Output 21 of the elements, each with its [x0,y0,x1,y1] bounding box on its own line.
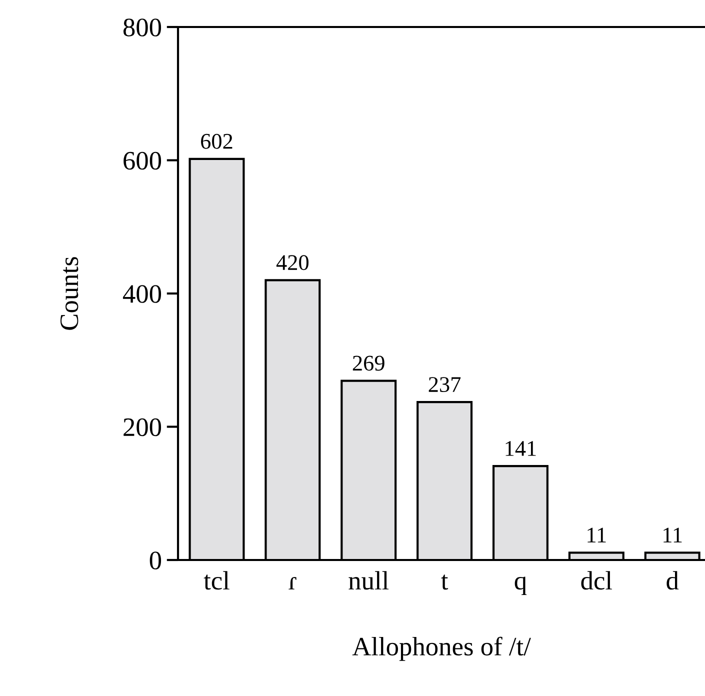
y-tick-label: 200 [124,418,162,436]
y-tick-label: 600 [124,152,162,170]
x-tick-label: tcl [204,571,230,590]
y-tick-label: 800 [123,18,162,36]
data-label: 237 [428,377,461,392]
data-label: 420 [276,255,308,270]
data-label: 602 [201,134,232,149]
x-tick-label: ɾ [288,576,296,590]
data-label: 11 [664,528,682,542]
data-label: 141 [506,441,536,456]
x-tick-label: d [666,571,679,590]
y-axis-title: Counts [60,257,78,330]
y-tick-label: 0 [150,552,162,570]
x-tick-label: q [514,576,527,596]
x-tick-label: t [441,574,448,590]
x-tick-label: null [348,571,389,590]
x-axis-title: Allophones of /t/ [352,636,531,661]
data-label: 269 [352,356,384,371]
x-tick-label: dcl [581,571,612,590]
data-label: 11 [588,528,606,542]
y-tick-label: 400 [122,285,162,303]
